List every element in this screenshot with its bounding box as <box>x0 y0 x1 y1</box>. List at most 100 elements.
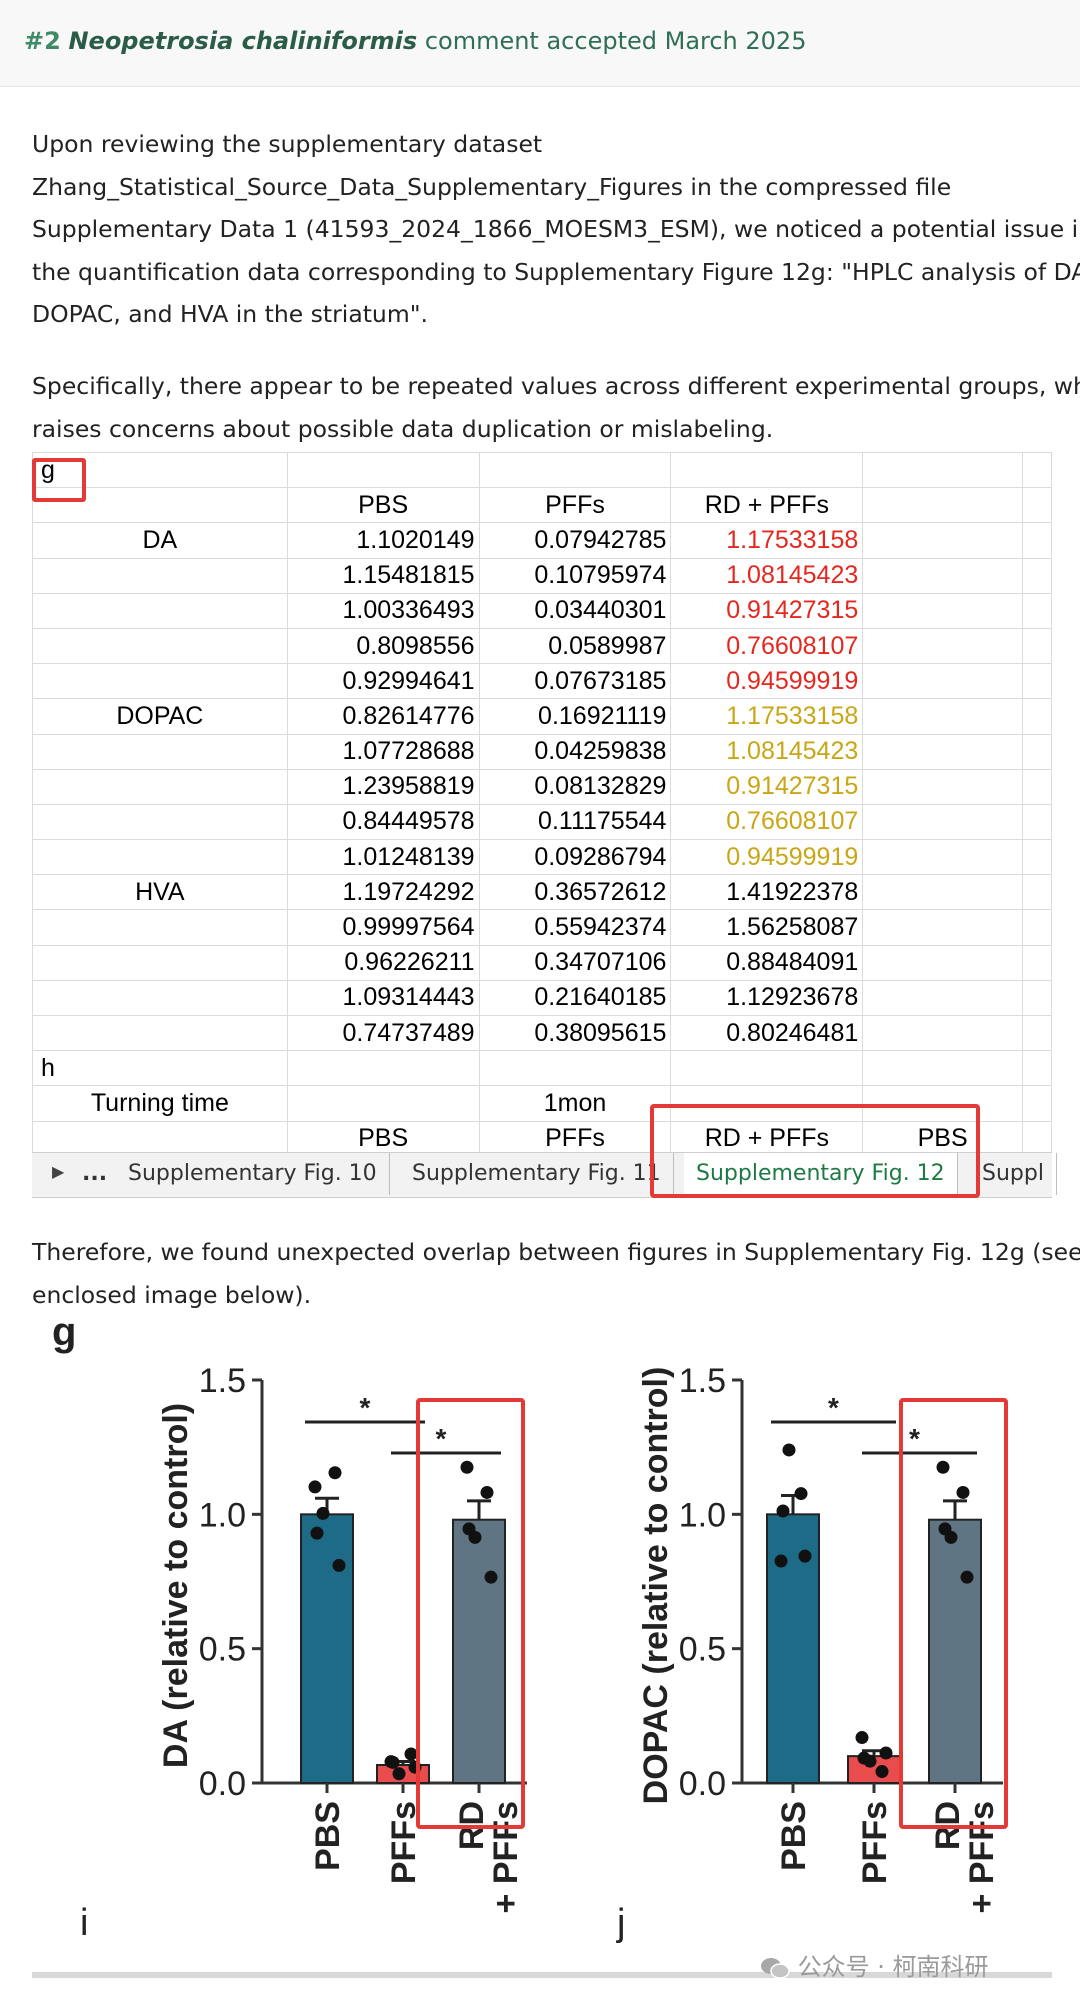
tab-supp-fig-11[interactable]: Supplementary Fig. 11 <box>400 1153 674 1195</box>
sheet-data-row: 0.8098556 0.0589987 0.76608107 <box>32 627 1052 665</box>
text-line: Zhang_Statistical_Source_Data_Supplement… <box>32 172 952 201</box>
cell-empty <box>286 452 480 489</box>
figure-svg: gi j0.00.51.01.5DA (relative to control)P… <box>52 1310 1008 1944</box>
y-axis-label: DOPAC (relative to control) <box>637 1367 675 1805</box>
cell-group-label: HVA <box>32 874 288 911</box>
y-tick-label: 1.0 <box>679 1496 726 1534</box>
cell-empty <box>862 1085 1024 1122</box>
cell-pbs-value: 1.15481815 <box>286 557 480 594</box>
text-line: raises concerns about possible data dupl… <box>32 414 774 443</box>
text-line: Supplementary Data 1 (41593_2024_1866_MO… <box>32 215 1080 243</box>
data-point <box>462 1522 476 1536</box>
cell-empty <box>862 979 1024 1017</box>
cell-rd-pffs-value: 1.17533158 <box>670 698 864 735</box>
data-point <box>332 1558 346 1572</box>
cell-empty <box>862 592 1024 629</box>
tab-supp-fig-12[interactable]: Supplementary Fig. 12 <box>684 1153 958 1198</box>
paragraph-concern: Specifically, there appear to be repeate… <box>32 365 1080 450</box>
bar <box>300 1513 354 1784</box>
cell-pbs-value: 0.99997564 <box>286 909 480 946</box>
cell-empty <box>478 1050 672 1087</box>
cell-pffs-value: 0.38095615 <box>478 1014 672 1052</box>
x-tick-label: PBS <box>309 1801 347 1871</box>
cell-group-label <box>32 839 288 876</box>
column-header: RD + PFFs <box>670 487 864 524</box>
sheet-row: g <box>32 452 1052 489</box>
cell-pffs-value: 0.36572612 <box>478 874 672 911</box>
tab-supp-fig-10[interactable]: Supplementary Fig. 10 <box>116 1153 390 1195</box>
cell-empty <box>670 452 864 489</box>
data-point <box>484 1570 498 1584</box>
cell-empty <box>1022 979 1052 1017</box>
cell-empty <box>1022 592 1052 629</box>
cell-empty <box>862 839 1024 876</box>
cell-g-label: g <box>32 452 288 489</box>
cell-rd-pffs-value: 1.12923678 <box>670 979 864 1017</box>
cell-group-label: DA <box>32 522 288 559</box>
cell-pffs-value: 0.21640185 <box>478 979 672 1017</box>
cell-empty <box>862 944 1024 981</box>
paragraph-intro: Upon reviewing the supplementary dataset… <box>32 123 1080 336</box>
cell-empty <box>286 1050 480 1087</box>
y-tick-label: 1.0 <box>199 1496 246 1534</box>
cell-rd-pffs-value: 1.08145423 <box>670 557 864 594</box>
data-point <box>936 1460 950 1474</box>
significance-star: * <box>828 1392 839 1423</box>
y-tick-label: 0.5 <box>199 1631 246 1669</box>
cell-pbs-value: 0.84449578 <box>286 803 480 841</box>
data-point <box>460 1460 474 1474</box>
cell-empty <box>670 1050 864 1087</box>
cell-group-label <box>32 803 288 841</box>
data-point <box>310 1526 324 1540</box>
data-point <box>857 1751 871 1765</box>
y-tick-label: 0.0 <box>199 1765 246 1803</box>
spreadsheet: g PBS PFFs RD + PFFs DA 1.1020149 0.07942785 1.… <box>32 452 1052 1197</box>
cell-rd-pffs-value: 0.76608107 <box>670 627 864 665</box>
cell-rd-pffs-value: 0.88484091 <box>670 944 864 981</box>
cell-empty <box>1022 733 1052 770</box>
cell-pbs-value: 1.19724292 <box>286 874 480 911</box>
data-point <box>404 1747 418 1761</box>
cell-group-label <box>32 979 288 1017</box>
comment-number: #2 <box>24 27 61 55</box>
cell-empty <box>478 452 672 489</box>
cell-group-label <box>32 909 288 946</box>
cell-rd-pffs-value: 0.94599919 <box>670 839 864 876</box>
panel-label-i: i <box>80 1902 88 1944</box>
tab-scroll-arrow-icon[interactable]: ▶ <box>52 1162 65 1181</box>
cell-empty <box>862 1014 1024 1052</box>
cell-empty <box>862 487 1024 524</box>
species-name[interactable]: Neopetrosia chaliniformis <box>68 27 418 55</box>
data-point <box>386 1755 400 1769</box>
data-point <box>875 1765 889 1779</box>
sheet-tab-bar: ▶ ... Supplementary Fig. 10 Supplementar… <box>32 1152 1057 1198</box>
cell-group-label <box>32 557 288 594</box>
y-tick-label: 1.5 <box>199 1362 246 1400</box>
highlight-box-rd-pffs <box>416 1398 525 1829</box>
column-header: PBS <box>286 487 480 524</box>
cell-empty <box>1022 1050 1052 1087</box>
cell-empty <box>862 768 1024 805</box>
cell-empty <box>1022 557 1052 594</box>
sheet-data-row: 0.84449578 0.11175544 0.76608107 <box>32 803 1052 841</box>
tab-supp-next[interactable]: Suppl <box>970 1153 1057 1195</box>
cell-rd-pffs-value: 1.56258087 <box>670 909 864 946</box>
data-point <box>794 1487 808 1501</box>
tab-overflow[interactable]: ... <box>82 1161 108 1186</box>
cell-empty <box>1022 522 1052 559</box>
sheet-header-row: PBS PFFs RD + PFFs <box>32 487 1052 524</box>
cell-pbs-value: 1.07728688 <box>286 733 480 770</box>
text-line: enclosed image below). <box>32 1280 312 1309</box>
cell-rd-pffs-value: 1.08145423 <box>670 733 864 770</box>
cell-pbs-value: 1.1020149 <box>286 522 480 559</box>
cell-empty <box>862 698 1024 735</box>
comment-status: comment accepted March 2025 <box>417 27 807 55</box>
cell-empty <box>862 874 1024 911</box>
column-header: PBS <box>286 1120 480 1157</box>
highlight-box-g <box>32 458 86 502</box>
figure-panel: g i j 0.0 0.5 1.0 1.5 DA (relative to control) P… <box>32 1310 1052 1995</box>
text-line: Therefore, we found unexpected overlap b… <box>32 1238 1080 1266</box>
cell-empty <box>1022 1014 1052 1052</box>
column-header: PFFs <box>478 487 672 524</box>
y-tick-label: 0.5 <box>679 1631 726 1669</box>
